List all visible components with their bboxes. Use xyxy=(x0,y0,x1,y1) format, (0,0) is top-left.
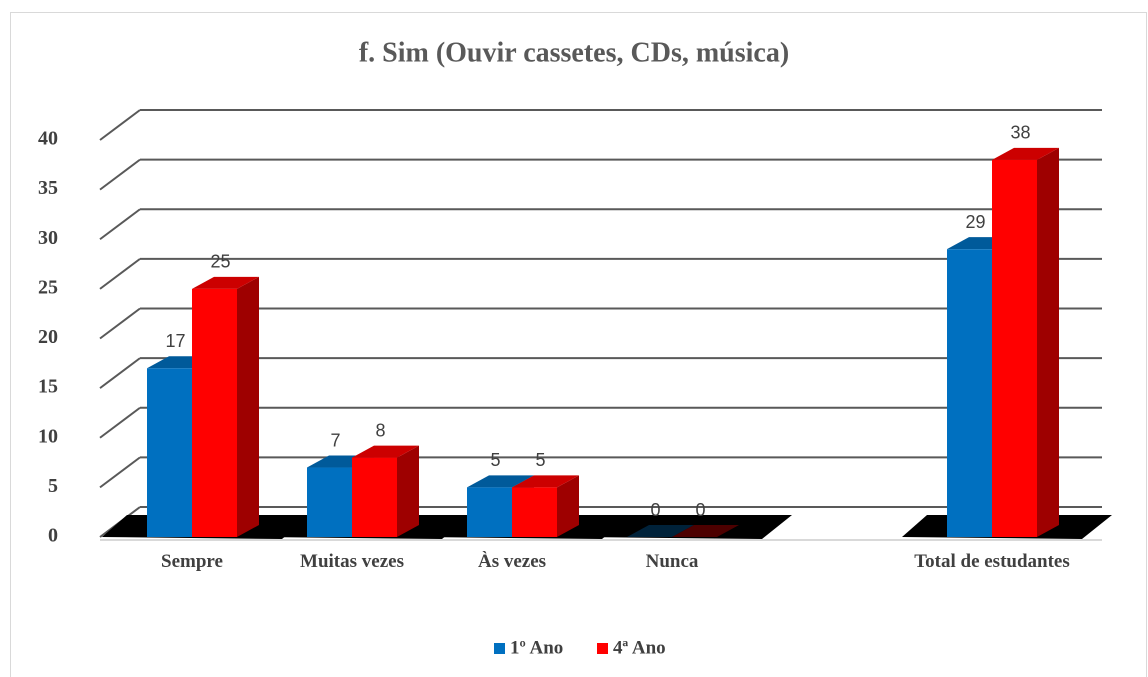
chart-title: f. Sim (Ouvir cassetes, CDs, música) xyxy=(359,37,789,68)
data-label: 38 xyxy=(1010,123,1030,143)
grid-line xyxy=(99,109,141,141)
x-tick-label-box: Nunca xyxy=(645,551,699,572)
data-label: 0 xyxy=(695,500,705,520)
legend-label: 1º Ano xyxy=(510,637,563,658)
y-tick-label: 0 xyxy=(48,525,58,547)
y-tick-label: 10 xyxy=(38,425,58,447)
x-tick-label-box: Sempre xyxy=(161,551,223,572)
grid-line xyxy=(99,406,141,439)
bar xyxy=(512,487,557,537)
grid-line xyxy=(99,307,141,340)
data-label: 5 xyxy=(535,450,545,470)
legend-swatch xyxy=(494,643,505,654)
bar-side xyxy=(397,445,419,537)
bar-top xyxy=(992,147,1059,160)
bar-top xyxy=(672,525,739,537)
bar xyxy=(947,249,992,538)
y-tick-label: 5 xyxy=(48,475,58,497)
bar xyxy=(307,467,352,537)
data-label: 8 xyxy=(375,420,385,440)
y-tick-label: 15 xyxy=(38,376,58,398)
y-tick-label: 40 xyxy=(38,128,58,150)
bar-top xyxy=(512,475,579,488)
y-tick-label: 35 xyxy=(38,177,58,199)
bar-top xyxy=(467,475,534,488)
grid-line xyxy=(99,158,141,191)
x-tick-label: Nunca xyxy=(645,551,699,572)
bar xyxy=(992,159,1037,537)
grid-line xyxy=(99,357,141,389)
bar xyxy=(147,368,192,537)
data-label: 17 xyxy=(165,331,185,351)
bar xyxy=(467,487,512,537)
data-label: 7 xyxy=(330,430,340,450)
grid-line xyxy=(99,208,141,241)
bar xyxy=(352,457,397,537)
data-label: 0 xyxy=(650,500,660,520)
bar xyxy=(192,288,237,537)
bar-side xyxy=(237,276,259,537)
x-tick-label: Sempre xyxy=(161,551,223,572)
data-label: 29 xyxy=(965,212,985,232)
bar-side xyxy=(1037,147,1059,537)
legend-label: 4ª Ano xyxy=(613,637,666,658)
bar-top xyxy=(352,445,419,458)
data-label: 25 xyxy=(210,252,230,272)
x-tick-label: Total de estudantes xyxy=(914,551,1070,572)
x-tick-label: Às vezes xyxy=(477,551,547,572)
x-tick-label-box: Às vezes xyxy=(477,551,547,572)
bar-top xyxy=(192,276,259,289)
grid-line xyxy=(99,258,141,290)
legend-swatch xyxy=(597,643,608,654)
y-tick-label: 30 xyxy=(38,227,58,249)
x-tick-label-box: Muitas vezes xyxy=(300,551,404,572)
y-tick-label: 25 xyxy=(38,276,58,298)
x-tick-label: Muitas vezes xyxy=(300,551,404,572)
grid-line xyxy=(99,456,141,489)
bar-top xyxy=(627,525,694,537)
y-tick-label: 20 xyxy=(38,326,58,348)
data-label: 5 xyxy=(490,450,500,470)
bar-side xyxy=(557,475,579,537)
x-tick-label-box: Total de estudantes xyxy=(914,551,1070,572)
